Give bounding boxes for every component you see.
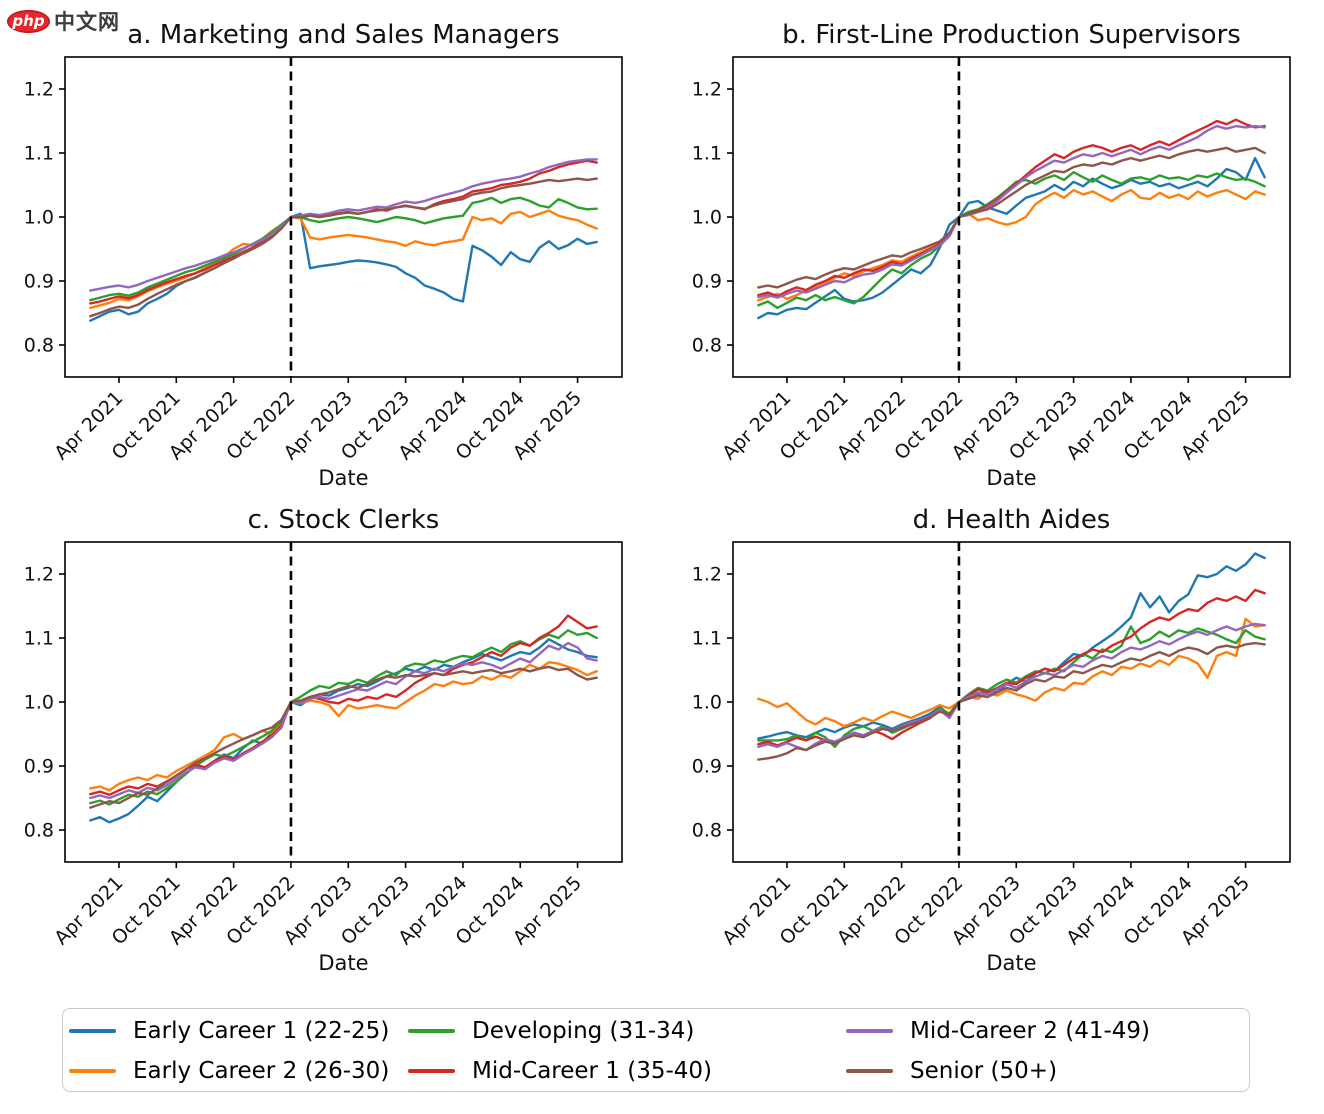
y-tick-label: 1.1 xyxy=(692,143,722,165)
legend-item-early-career-2: Early Career 2 (26-30) xyxy=(69,1058,389,1084)
panel-a-series-line-1 xyxy=(89,212,598,322)
legend-item-mid-career-1: Mid-Career 1 (35-40) xyxy=(408,1058,712,1084)
legend-label: Early Career 1 (22-25) xyxy=(133,1017,390,1044)
y-tick-label: 1.0 xyxy=(692,207,722,229)
legend-label: Mid-Career 2 (41-49) xyxy=(910,1017,1151,1044)
y-tick-label: 0.8 xyxy=(692,335,722,357)
legend-label: Mid-Career 1 (35-40) xyxy=(472,1057,713,1084)
y-tick-label: 0.9 xyxy=(692,756,722,778)
panel-a-x-axis-label: Date xyxy=(318,466,368,490)
y-tick-label: 1.2 xyxy=(692,564,722,586)
panel-b-series-line-2 xyxy=(757,188,1266,302)
watermark-text: 中文网 xyxy=(54,10,120,34)
panel-c-series-line-2 xyxy=(89,661,598,792)
panel-a-series-line-6 xyxy=(89,177,598,318)
y-tick-label: 1.0 xyxy=(24,692,54,714)
legend-line-swatch xyxy=(408,1069,455,1073)
panel-c-title: c. Stock Clerks xyxy=(248,505,440,535)
y-tick-label: 1.2 xyxy=(24,79,54,101)
panel-c-series-line-3 xyxy=(89,629,598,806)
panel-c-axes-spine xyxy=(64,541,623,863)
legend-item-developing: Developing (31-34) xyxy=(408,1018,694,1044)
panel-d-title: d. Health Aides xyxy=(913,505,1111,535)
panel-b-series-line-5 xyxy=(757,124,1266,299)
panel-a-axes-spine xyxy=(64,56,623,378)
legend-line-swatch xyxy=(846,1029,893,1033)
panel-b-series-line-3 xyxy=(757,170,1266,310)
panel-c-series-line-4 xyxy=(89,614,598,796)
panel-d-series-line-5 xyxy=(757,622,1266,752)
y-tick-label: 0.9 xyxy=(24,756,54,778)
legend-item-early-career-1: Early Career 1 (22-25) xyxy=(69,1018,389,1044)
legend-line-swatch xyxy=(69,1029,116,1033)
y-tick-label: 0.8 xyxy=(24,335,54,357)
panel-b-title: b. First-Line Production Supervisors xyxy=(782,20,1241,50)
panel-a-title: a. Marketing and Sales Managers xyxy=(127,20,559,50)
y-tick-label: 1.1 xyxy=(24,628,54,650)
panel-b-x-axis-label: Date xyxy=(986,466,1036,490)
panel-d-series-line-6 xyxy=(757,641,1266,761)
php-logo-icon: php xyxy=(7,9,50,33)
panel-a-series-line-5 xyxy=(89,158,598,292)
legend-item-mid-career-2: Mid-Career 2 (41-49) xyxy=(846,1018,1150,1044)
legend-label: Early Career 2 (26-30) xyxy=(133,1057,390,1084)
panel-c-series-line-6 xyxy=(89,665,598,809)
panel-a-series-line-3 xyxy=(89,196,598,302)
y-tick-label: 0.9 xyxy=(24,271,54,293)
y-tick-label: 1.0 xyxy=(692,692,722,714)
panel-d-series-line-2 xyxy=(757,617,1266,728)
panel-a-series-line-4 xyxy=(89,159,598,305)
legend-line-swatch xyxy=(846,1069,893,1073)
legend: Early Career 1 (22-25) Early Career 2 (2… xyxy=(62,1008,1250,1092)
watermark-logo: php 中文网 xyxy=(7,6,120,36)
y-tick-label: 1.2 xyxy=(692,79,722,101)
y-tick-label: 0.8 xyxy=(692,820,722,842)
y-tick-label: 1.1 xyxy=(24,143,54,165)
y-tick-label: 0.8 xyxy=(24,820,54,842)
panel-b-axes-spine xyxy=(732,56,1291,378)
legend-label: Senior (50+) xyxy=(910,1057,1058,1084)
panel-b-series-line-6 xyxy=(757,146,1266,289)
legend-label: Developing (31-34) xyxy=(472,1017,695,1044)
y-tick-label: 1.1 xyxy=(692,628,722,650)
panel-d-axes-spine xyxy=(732,541,1291,863)
y-tick-label: 0.9 xyxy=(692,271,722,293)
panel-d-x-axis-label: Date xyxy=(986,951,1036,975)
panel-b-series-line-1 xyxy=(757,156,1266,320)
legend-line-swatch xyxy=(69,1069,116,1073)
legend-line-swatch xyxy=(408,1029,455,1033)
panel-a-series-line-2 xyxy=(89,209,598,310)
panel-c-x-axis-label: Date xyxy=(318,951,368,975)
y-tick-label: 1.0 xyxy=(24,207,54,229)
y-tick-label: 1.2 xyxy=(24,564,54,586)
panel-d-series-line-1 xyxy=(757,552,1266,740)
legend-item-senior: Senior (50+) xyxy=(846,1058,1057,1084)
panel-c-series-line-1 xyxy=(89,638,598,824)
panel-c-series-line-5 xyxy=(89,641,598,800)
